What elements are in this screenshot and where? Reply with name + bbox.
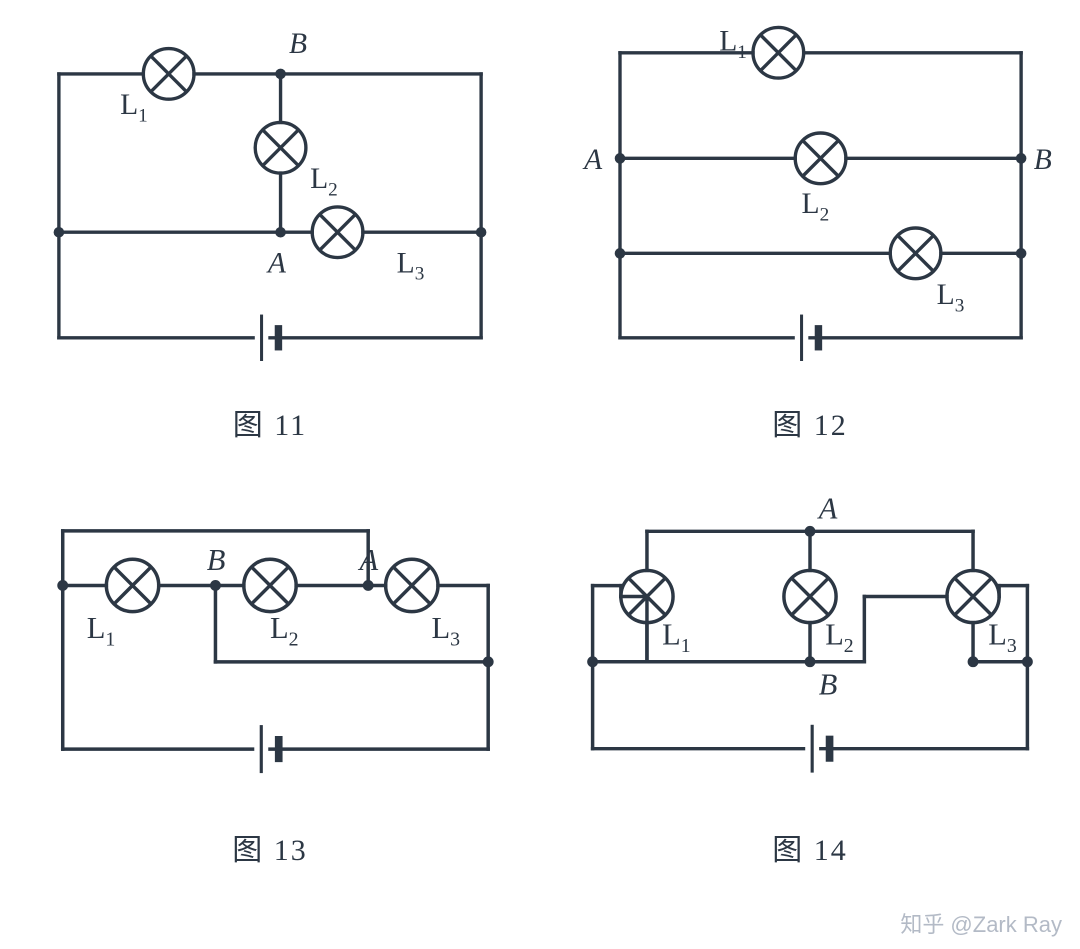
caption-fig12: 图 12	[772, 400, 848, 444]
svg-text:B: B	[289, 28, 307, 60]
page: L1 L2 L3 B A 图 11 L1 L2 L3 A B 图 12 L1 L2 L3 B A 图 1…	[0, 0, 1080, 949]
svg-text:L2: L2	[825, 617, 853, 657]
figure-11-cell: L1 L2 L3 B A 图 11	[0, 0, 540, 475]
svg-text:L1: L1	[120, 89, 148, 126]
svg-text:L1: L1	[662, 617, 690, 657]
figure-13-cell: L1 L2 L3 B A 图 13	[0, 475, 540, 949]
svg-text:L3: L3	[431, 610, 460, 650]
watermark: 知乎 @Zark Ray	[900, 907, 1062, 939]
svg-text:L1: L1	[87, 610, 116, 650]
svg-text:B: B	[207, 543, 226, 577]
svg-text:L2: L2	[802, 188, 830, 225]
svg-text:L1: L1	[719, 26, 747, 63]
circuit-fig11: L1 L2 L3 B A	[20, 0, 520, 380]
circuit-fig14: L1 L2 L3 A B	[560, 475, 1060, 805]
svg-text:B: B	[1034, 144, 1052, 176]
figure-grid: L1 L2 L3 B A 图 11 L1 L2 L3 A B 图 12 L1 L2 L3 B A 图 1…	[0, 0, 1080, 949]
caption-fig14: 图 14	[772, 825, 848, 869]
circuit-fig12: L1 L2 L3 A B	[560, 0, 1060, 380]
svg-text:L2: L2	[270, 610, 299, 650]
figure-14-cell: L1 L2 L3 A B 图 14	[540, 475, 1080, 949]
svg-text:A: A	[266, 247, 287, 279]
svg-text:L2: L2	[310, 163, 338, 200]
svg-text:B: B	[819, 667, 838, 701]
svg-text:A: A	[582, 144, 603, 176]
caption-fig11: 图 11	[233, 400, 307, 444]
svg-text:L3: L3	[937, 279, 965, 316]
figure-12-cell: L1 L2 L3 A B 图 12	[540, 0, 1080, 475]
svg-text:L3: L3	[988, 617, 1017, 657]
svg-text:A: A	[357, 543, 378, 577]
svg-text:A: A	[817, 491, 838, 525]
circuit-fig13: L1 L2 L3 B A	[30, 475, 510, 805]
caption-fig13: 图 13	[232, 825, 308, 869]
svg-text:L3: L3	[397, 247, 425, 284]
